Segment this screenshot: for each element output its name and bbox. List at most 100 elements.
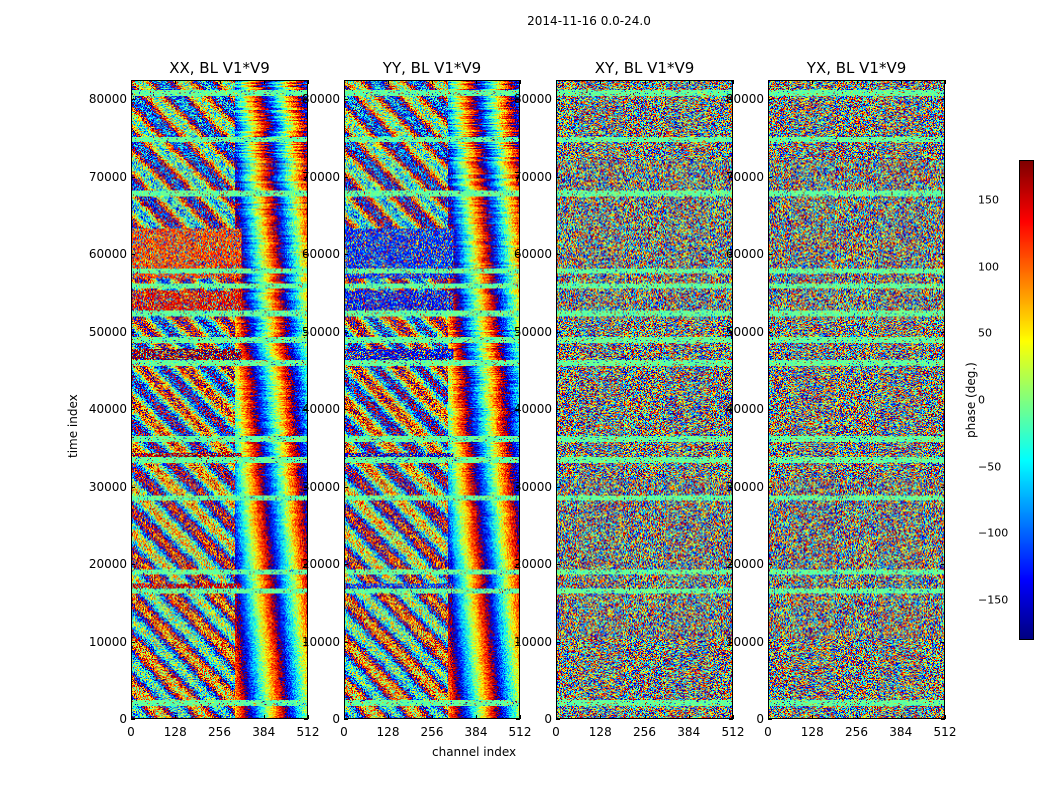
y-tick-mark (344, 641, 348, 643)
y-tick-label: 0 (332, 712, 340, 726)
x-tick-label: 128 (800, 725, 824, 739)
y-tick-mark (556, 719, 560, 720)
y-tick-label: 80000 (513, 92, 552, 107)
y-tick-mark (131, 254, 135, 256)
y-tick-mark (304, 409, 308, 411)
x-tick-mark (520, 715, 521, 719)
y-tick-mark (131, 719, 135, 720)
x-tick-mark (131, 715, 132, 719)
y-tick-mark (556, 99, 560, 101)
x-tick-mark (175, 80, 177, 84)
y-tick-mark (556, 331, 560, 333)
y-tick-mark (729, 331, 733, 333)
y-tick-mark (516, 176, 520, 178)
y-tick-mark (941, 641, 945, 643)
colorbar-tick-label: 0 (978, 393, 985, 407)
x-tick-mark (688, 715, 690, 719)
panel-title-yy: YY, BL V1*V9 (382, 59, 482, 77)
x-tick-mark (308, 80, 309, 84)
y-tick-label: 30000 (725, 479, 764, 494)
y-tick-mark (516, 99, 520, 101)
y-tick-label: 50000 (725, 324, 764, 339)
y-tick-mark (344, 409, 348, 411)
y-tick-mark (941, 254, 945, 256)
y-tick-mark (516, 564, 520, 566)
panel-title-yx: YX, BL V1*V9 (806, 59, 907, 77)
y-tick-mark (344, 254, 348, 256)
y-tick-mark (344, 564, 348, 566)
x-tick-mark (644, 715, 646, 719)
x-tick-mark (644, 80, 646, 84)
y-tick-mark (729, 564, 733, 566)
y-tick-mark (304, 331, 308, 333)
y-tick-mark (344, 99, 348, 101)
x-tick-mark (688, 80, 690, 84)
y-tick-label: 40000 (513, 402, 552, 417)
y-tick-label: 20000 (301, 557, 340, 572)
x-tick-mark (945, 715, 946, 719)
y-tick-mark (131, 486, 135, 488)
y-tick-label: 10000 (88, 634, 127, 649)
x-tick-mark (432, 715, 433, 719)
y-tick-mark (768, 719, 772, 720)
y-tick-mark (729, 99, 733, 101)
y-tick-mark (516, 331, 520, 333)
y-axis-label: time index (66, 394, 80, 458)
x-tick-label: 512 (296, 725, 320, 739)
y-tick-mark (941, 564, 945, 566)
x-tick-label: 256 (208, 725, 231, 739)
colorbar-tick-label: −100 (978, 526, 1009, 540)
x-tick-mark (219, 715, 221, 719)
y-tick-label: 20000 (725, 557, 764, 572)
panel-title-xx: XX, BL V1*V9 (169, 59, 270, 77)
y-tick-mark (556, 254, 560, 256)
x-tick-mark (344, 715, 345, 719)
y-tick-mark (131, 99, 135, 101)
y-tick-mark (516, 254, 520, 256)
x-tick-mark (388, 715, 389, 719)
y-tick-label: 10000 (725, 634, 764, 649)
x-tick-label: 384 (677, 725, 701, 739)
y-tick-mark (304, 719, 308, 720)
x-tick-mark (476, 715, 477, 719)
y-tick-mark (304, 486, 308, 488)
y-tick-mark (304, 641, 308, 643)
heatmap-yy (344, 80, 520, 719)
y-tick-mark (556, 641, 560, 643)
y-tick-mark (556, 486, 560, 488)
y-tick-mark (729, 486, 733, 488)
y-tick-mark (344, 331, 348, 333)
x-tick-label: 384 (252, 725, 276, 739)
x-tick-mark (733, 715, 734, 719)
y-tick-label: 20000 (88, 557, 127, 572)
y-tick-mark (768, 486, 772, 488)
x-tick-label: 256 (420, 725, 444, 739)
colorbar (1019, 160, 1034, 640)
x-tick-mark (812, 80, 814, 84)
x-tick-label: 128 (163, 725, 187, 739)
y-tick-mark (304, 99, 308, 101)
y-tick-mark (768, 564, 772, 566)
y-tick-mark (516, 486, 520, 488)
y-tick-label: 80000 (725, 92, 764, 107)
y-tick-mark (304, 176, 308, 178)
y-tick-mark (729, 254, 733, 256)
x-tick-mark (175, 715, 177, 719)
heatmap-xx (131, 80, 308, 719)
y-tick-mark (131, 176, 135, 178)
y-tick-mark (729, 641, 733, 643)
y-tick-mark (344, 486, 348, 488)
y-tick-mark (344, 719, 348, 720)
heatmap-yx (768, 80, 945, 719)
y-tick-label: 60000 (88, 247, 127, 262)
x-tick-mark (600, 715, 602, 719)
x-tick-mark (856, 715, 858, 719)
y-tick-label: 0 (756, 712, 764, 726)
y-tick-mark (768, 641, 772, 643)
y-tick-mark (556, 176, 560, 178)
y-tick-mark (131, 331, 135, 333)
x-tick-mark (812, 715, 814, 719)
y-tick-mark (516, 409, 520, 411)
x-tick-label: 0 (552, 725, 560, 739)
